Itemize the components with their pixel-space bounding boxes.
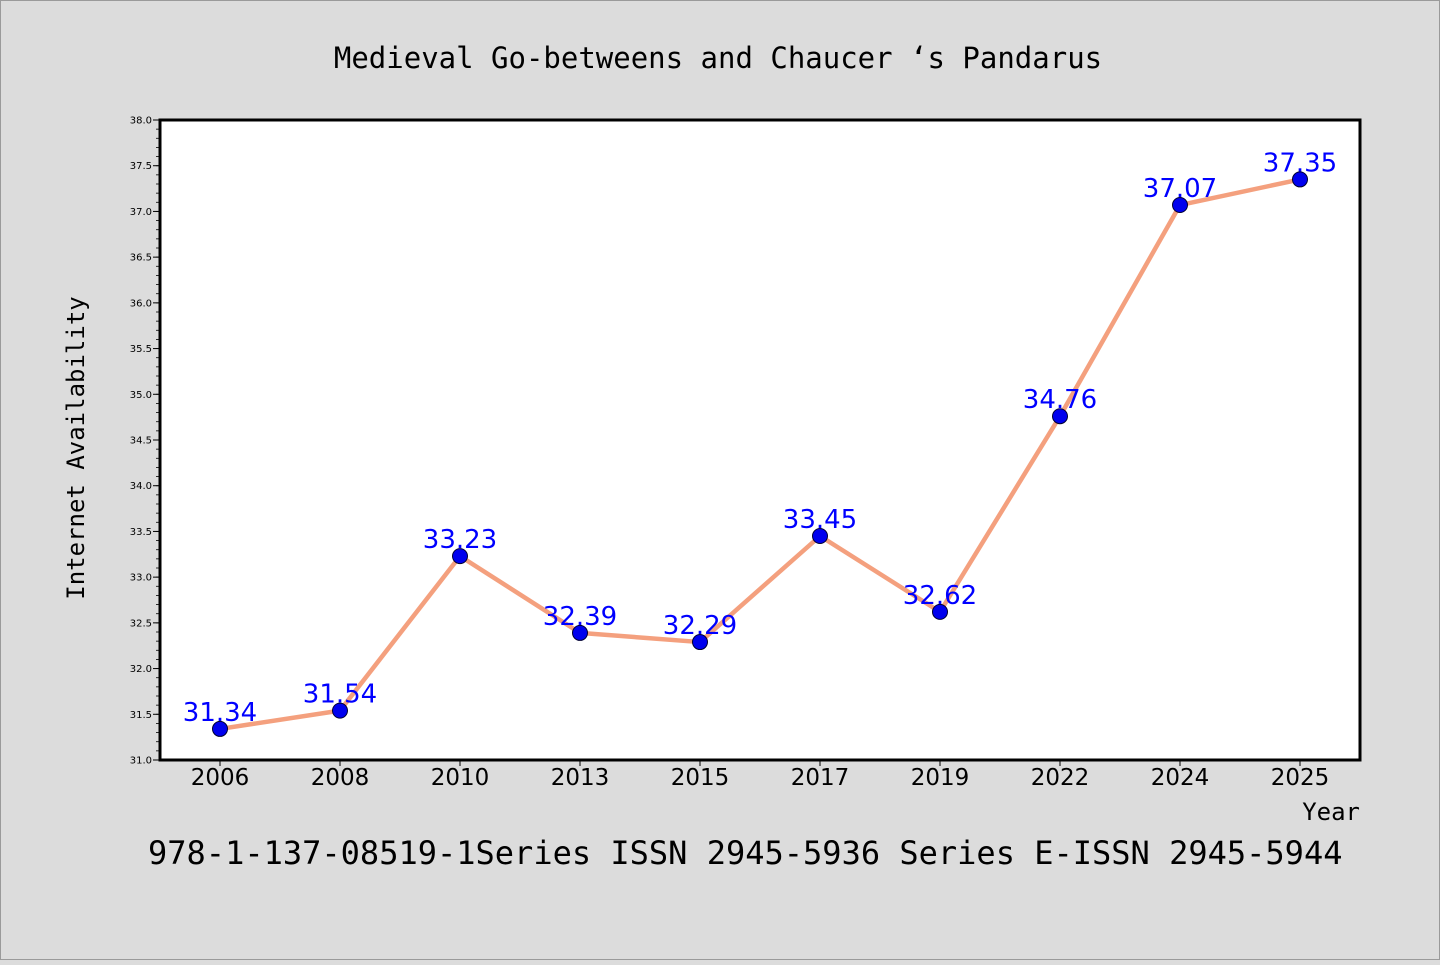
x-tick-label: 2017 xyxy=(791,765,850,791)
y-tick-label: 33.5 xyxy=(130,527,152,538)
footer-text: 978-1-137-08519-1Series ISSN 2945-5936 S… xyxy=(148,834,1342,872)
x-tick-label: 2019 xyxy=(911,765,970,791)
x-tick-label: 2010 xyxy=(431,765,490,791)
y-tick-label: 32.0 xyxy=(130,664,152,675)
data-label: 32.62 xyxy=(903,581,977,611)
data-point xyxy=(1172,197,1188,214)
y-tick-label: 37.0 xyxy=(130,207,152,218)
y-tick-label: 32.5 xyxy=(130,618,152,629)
y-axis-label: Internet Availability xyxy=(62,296,90,599)
x-tick-label: 2013 xyxy=(551,765,610,791)
plot-frame xyxy=(158,118,1362,762)
data-point xyxy=(212,720,228,737)
data-label: 31.34 xyxy=(183,698,257,728)
data-label: 37.07 xyxy=(1143,174,1217,204)
series-markers xyxy=(212,171,1308,737)
series-line xyxy=(217,177,1303,732)
data-label: 34.76 xyxy=(1023,385,1097,415)
data-point xyxy=(572,624,588,641)
x-tick-label: 2022 xyxy=(1031,765,1090,791)
x-tick-label: 2006 xyxy=(191,765,250,791)
x-axis-ticks: 2006 2008 2010 2013 2015 2017 2019 2022 2024 2025 xyxy=(191,760,1330,791)
x-axis-label: Year xyxy=(1302,798,1360,826)
y-tick-label: 35.0 xyxy=(130,390,152,401)
x-tick-label: 2024 xyxy=(1151,765,1210,791)
data-point xyxy=(332,702,348,719)
data-point xyxy=(812,528,828,544)
plot-area xyxy=(160,120,1360,760)
data-point xyxy=(1292,171,1308,188)
x-tick-label: 2008 xyxy=(311,765,370,791)
data-label: 33.23 xyxy=(423,525,497,555)
data-label: 32.39 xyxy=(543,602,617,632)
y-tick-label: 36.5 xyxy=(130,253,152,264)
x-tick-label: 2025 xyxy=(1271,765,1330,791)
y-tick-label: 36.0 xyxy=(130,298,152,309)
data-label: 31.54 xyxy=(303,680,377,710)
data-point xyxy=(1052,408,1068,425)
y-tick-label: 37.5 xyxy=(130,161,152,172)
data-point xyxy=(452,548,468,565)
data-labels: 31.34 31.54 33.23 32.39 32.29 33.45 32.62 34.76… xyxy=(183,148,1337,727)
y-tick-label: 33.0 xyxy=(130,573,152,584)
y-tick-label: 35.5 xyxy=(130,344,152,355)
data-label: 37.35 xyxy=(1263,148,1337,178)
chart-title: Medieval Go-betweens and Chaucer ‘s Pand… xyxy=(334,41,1102,75)
data-label: 33.45 xyxy=(783,505,857,535)
data-point xyxy=(932,603,948,620)
data-label: 32.29 xyxy=(663,611,737,641)
x-tick-label: 2015 xyxy=(671,765,730,791)
y-tick-label: 31.5 xyxy=(130,710,152,721)
data-point xyxy=(692,634,708,651)
y-tick-label: 34.5 xyxy=(130,436,152,447)
y-tick-label: 34.0 xyxy=(130,481,152,492)
y-tick-label: 38.0 xyxy=(130,116,152,127)
y-tick-label: 31.0 xyxy=(130,756,152,767)
